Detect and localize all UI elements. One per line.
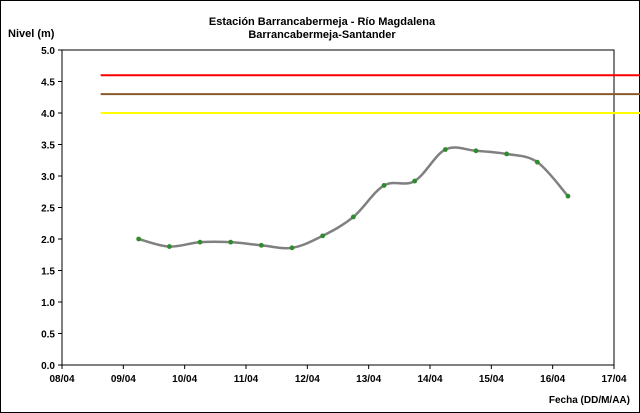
data-point xyxy=(442,147,448,152)
y-tick-label: 4.0 xyxy=(41,109,55,120)
plot-area xyxy=(61,49,615,366)
data-point xyxy=(320,233,326,239)
data-point xyxy=(258,242,264,248)
x-tick-label: 13/04 xyxy=(356,374,381,385)
x-tick-label: 10/04 xyxy=(172,374,197,385)
data-point xyxy=(166,244,172,249)
x-tick-label: 12/04 xyxy=(295,374,320,385)
x-tick-label: 15/04 xyxy=(479,374,504,385)
y-tick-label: 3.5 xyxy=(41,141,55,152)
y-tick-label: 1.0 xyxy=(41,298,55,309)
data-point xyxy=(136,236,142,242)
data-point xyxy=(350,214,356,220)
data-point xyxy=(197,239,203,245)
y-tick-label: 4.5 xyxy=(41,78,55,89)
data-point xyxy=(534,159,540,165)
data-point xyxy=(289,245,295,251)
data-point xyxy=(381,183,387,188)
data-point xyxy=(504,151,510,157)
data-point xyxy=(412,178,418,184)
y-tick-label: 3.0 xyxy=(41,172,55,183)
y-tick-label: 5.0 xyxy=(41,46,55,57)
data-point xyxy=(473,148,479,154)
x-tick-label: 14/04 xyxy=(417,374,442,385)
y-tick-label: 0.0 xyxy=(41,361,55,372)
x-tick-label: 17/04 xyxy=(601,374,626,385)
chart-subtitle: Barrancabermeja-Santander xyxy=(248,29,396,41)
x-tick-label: 16/04 xyxy=(540,374,565,385)
y-tick-label: 2.5 xyxy=(41,204,55,215)
data-point xyxy=(228,239,234,245)
x-axis-label: Fecha (DD/M/AA) xyxy=(549,395,630,406)
x-tick-label: 11/04 xyxy=(234,374,259,385)
y-tick-label: 0.5 xyxy=(41,330,55,341)
data-point xyxy=(565,193,571,199)
series-line xyxy=(138,146,569,250)
x-tick-label: 09/04 xyxy=(111,374,136,385)
x-tick-label: 08/04 xyxy=(49,374,74,385)
chart-title: Estación Barrancabermeja - Río Magdalena xyxy=(209,16,436,28)
y-axis-label: Nivel (m) xyxy=(8,28,55,40)
y-tick-label: 2.0 xyxy=(41,235,55,246)
y-tick-label: 1.5 xyxy=(41,267,55,278)
